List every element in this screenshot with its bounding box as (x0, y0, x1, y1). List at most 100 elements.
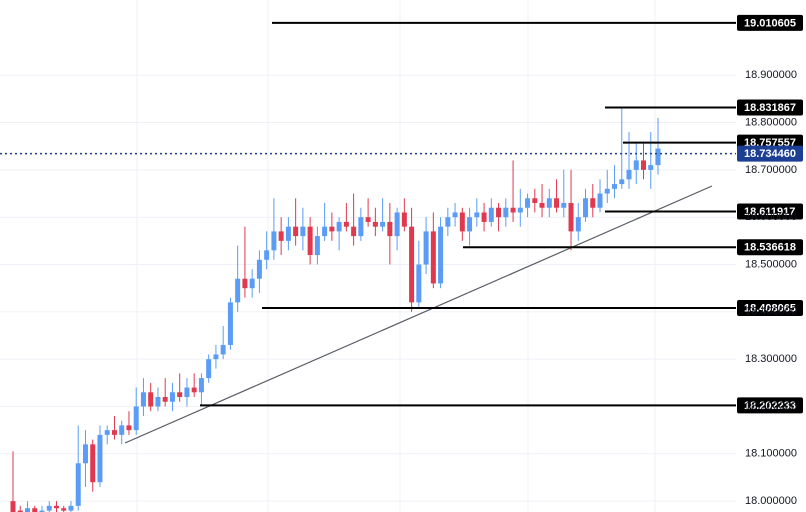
level-label: 19.010605 (744, 17, 796, 29)
level-label-box (737, 300, 803, 317)
candle-body (126, 425, 132, 431)
candle-body (329, 226, 335, 232)
candle-body (227, 302, 233, 345)
candle-body (604, 188, 610, 194)
candle-body (285, 226, 291, 241)
candle-body (438, 226, 444, 284)
y-tick-label: 18.400000 (745, 306, 797, 318)
candle-body (300, 226, 306, 237)
candle-body (307, 226, 313, 256)
candle-body (351, 226, 357, 237)
candle-body (68, 505, 74, 511)
last-price-box (737, 145, 803, 162)
candle-body (264, 250, 270, 260)
candle-body (133, 406, 139, 431)
level-label-box (737, 99, 803, 116)
candle-body (191, 387, 197, 393)
candle-body (387, 221, 393, 237)
candle-body (322, 226, 328, 237)
candle-body (510, 207, 516, 213)
candle-body (452, 212, 458, 218)
candle-body (481, 212, 487, 222)
candle-body (184, 387, 190, 398)
candle-body (46, 505, 52, 511)
candle-body (409, 226, 415, 303)
candle-body (119, 425, 125, 435)
candle-body (517, 207, 523, 213)
candle-body (53, 505, 59, 509)
candle-body (148, 392, 154, 407)
candle-body (206, 359, 212, 379)
candle-body (90, 444, 96, 483)
y-tick-label: 18.600000 (745, 211, 797, 223)
candle-body (459, 212, 465, 232)
candle-body (336, 221, 342, 232)
candle-body (575, 217, 581, 232)
candle-body (169, 392, 175, 402)
candle-body (474, 212, 480, 218)
y-tick-label: 18.500000 (745, 258, 797, 270)
candle-body (525, 198, 531, 208)
candle-body (104, 430, 110, 435)
candle-body (155, 397, 161, 407)
level-label: 18.536618 (744, 242, 796, 254)
candle-body (271, 231, 277, 251)
level-label: 18.408065 (744, 302, 796, 314)
candle-body (372, 221, 378, 227)
candle-body (583, 198, 589, 218)
candle-body (343, 221, 349, 227)
candle-body (198, 378, 204, 393)
candle-body (24, 508, 30, 512)
candle-body (111, 430, 117, 435)
candle-body (256, 259, 262, 279)
candle-body (648, 165, 654, 170)
candle-body (590, 198, 596, 208)
candle-body (75, 463, 81, 506)
level-label: 18.202233 (744, 400, 796, 412)
candle-body (82, 444, 88, 464)
y-tick-label: 18.000000 (745, 495, 797, 507)
candle-body (467, 217, 473, 232)
candle-body (235, 278, 241, 303)
candle-body (532, 198, 538, 204)
candle-body (655, 148, 661, 166)
y-tick-label: 18.300000 (745, 353, 797, 365)
y-tick-label: 18.100000 (745, 448, 797, 460)
candle-body (97, 434, 103, 483)
candle-body (626, 169, 632, 180)
candle-body (380, 221, 386, 227)
trend-line (124, 185, 713, 444)
candle-body (503, 207, 509, 218)
candle-body (554, 198, 560, 208)
candle-body (496, 207, 502, 218)
candle-body (568, 203, 574, 232)
candle-body (213, 354, 219, 360)
candle-body (633, 160, 639, 170)
candle-body (365, 217, 371, 222)
level-label-box (737, 397, 803, 414)
level-label-box (737, 203, 803, 220)
levels: 19.01060518.83186718.75755718.61191718.5… (0, 14, 803, 414)
candle-body (416, 264, 422, 303)
candle-body (177, 392, 183, 398)
candle-body (278, 231, 284, 241)
level-label: 18.611917 (744, 206, 795, 218)
last-price-label: 18.734460 (744, 148, 796, 160)
y-tick-label: 18.900000 (745, 69, 797, 81)
level-label-box (737, 239, 803, 256)
candle-body (641, 160, 647, 170)
candle-body (423, 231, 429, 265)
candle-body (488, 207, 494, 222)
candle-body (249, 278, 255, 289)
candle-body (546, 198, 552, 208)
horizontal-grid (0, 74, 736, 502)
level-label-box (737, 14, 803, 31)
candle-body (619, 179, 625, 185)
candle-body (293, 226, 299, 237)
candle-body (140, 392, 146, 407)
candle-body (401, 212, 407, 227)
y-tick-label: 18.800000 (745, 116, 797, 128)
candle-body (220, 344, 226, 355)
